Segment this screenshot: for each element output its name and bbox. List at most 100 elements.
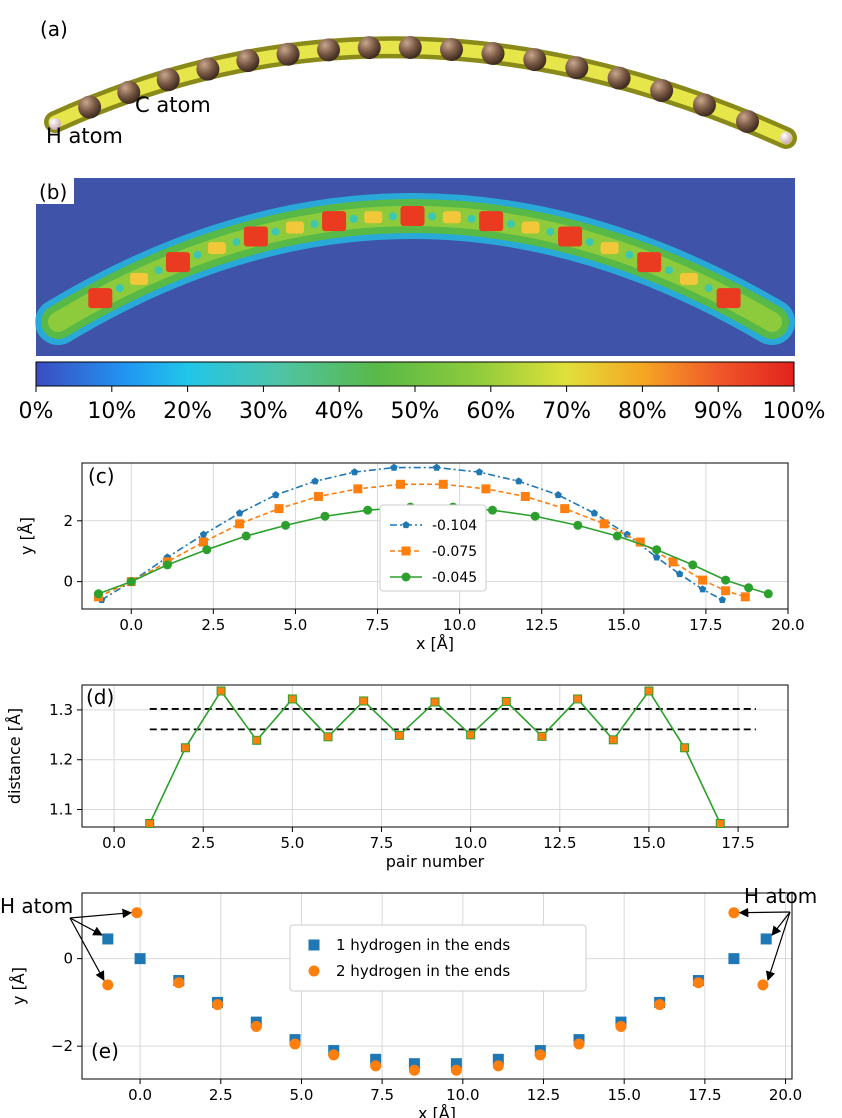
data-point — [320, 511, 330, 521]
x-tick-label: 0.0 — [128, 1086, 152, 1104]
data-point — [353, 484, 363, 494]
data-point — [408, 1058, 420, 1070]
data-point — [688, 560, 698, 570]
density-spot — [521, 221, 540, 234]
data-point — [492, 1060, 504, 1072]
x-tick-label: 10.0 — [454, 834, 487, 852]
data-point — [692, 977, 704, 989]
data-point — [475, 468, 484, 476]
atom-site-dot — [585, 237, 594, 246]
data-point — [359, 696, 369, 706]
x-tick-label: 15.0 — [632, 834, 665, 852]
data-point — [652, 553, 661, 561]
data-point — [394, 730, 404, 740]
data-point — [102, 979, 114, 991]
data-point — [763, 589, 773, 599]
data-point — [757, 979, 769, 991]
data-point — [173, 977, 185, 989]
data-point — [644, 686, 654, 696]
data-point — [93, 589, 103, 599]
data-point — [615, 1020, 627, 1032]
density-spot — [207, 242, 226, 255]
atom-site-dot — [193, 250, 202, 259]
h-atom-label: H atom — [46, 124, 123, 148]
data-point — [573, 694, 583, 704]
data-point — [250, 1020, 262, 1032]
carbon-atom — [439, 37, 463, 61]
data-point — [241, 531, 251, 541]
plot-frame — [81, 892, 793, 1080]
hydrogen-atom — [49, 118, 61, 130]
data-point — [590, 509, 598, 517]
data-point — [212, 999, 224, 1011]
colorbar-tick-label: 50% — [391, 399, 440, 424]
colorbar-tick-label: 80% — [618, 399, 667, 424]
density-spot — [243, 226, 268, 247]
atom-site-dot — [428, 212, 437, 221]
atom-site-dot — [154, 266, 163, 275]
annotation-arrow — [69, 917, 105, 981]
data-point — [635, 537, 645, 547]
data-point — [131, 907, 143, 919]
x-tick-label: 2.5 — [191, 834, 215, 852]
data-point — [308, 965, 320, 977]
data-point — [573, 1038, 585, 1050]
x-tick-label: 5.0 — [290, 1086, 314, 1104]
data-point — [492, 1053, 504, 1065]
data-point — [530, 511, 540, 521]
hydrogen-atom — [780, 132, 792, 144]
data-point — [272, 491, 280, 499]
data-point — [668, 557, 678, 567]
density-spot — [322, 211, 347, 232]
x-tick-label: 2.5 — [209, 1086, 233, 1104]
x-tick-label: 5.0 — [284, 616, 308, 634]
x-tick-label: 17.5 — [721, 834, 754, 852]
data-point — [311, 477, 319, 485]
data-point — [281, 520, 291, 530]
y-axis-label: y [Å] — [9, 967, 28, 1005]
colorbar-tick-label: 70% — [542, 399, 591, 424]
x-tick-label: 17.5 — [688, 1086, 721, 1104]
data-point — [216, 686, 226, 696]
data-point — [323, 732, 333, 742]
data-point — [350, 468, 359, 476]
data-point — [274, 504, 284, 514]
x-tick-label: 12.5 — [543, 834, 576, 852]
data-point — [715, 819, 725, 829]
data-point — [198, 537, 208, 547]
data-point — [401, 546, 411, 556]
panel-c-tag: (c) — [88, 464, 115, 488]
carbon-atom — [236, 49, 260, 73]
density-spot — [679, 272, 698, 285]
atom-site-dot — [467, 214, 476, 223]
carbon-atom — [78, 95, 102, 119]
data-point — [466, 730, 476, 740]
plot-frame — [81, 462, 789, 610]
density-spot — [442, 211, 461, 224]
data-point — [328, 1049, 340, 1061]
data-point — [740, 592, 750, 602]
carbon-atom — [276, 42, 300, 66]
annotation-arrow — [765, 911, 791, 982]
data-point — [450, 1058, 462, 1070]
carbon-atom — [117, 80, 141, 104]
x-tick-label: 20.0 — [769, 1086, 802, 1104]
c-atom-label: C atom — [135, 93, 211, 117]
data-point — [235, 509, 244, 517]
data-point — [180, 743, 190, 753]
data-point — [287, 694, 297, 704]
data-point — [612, 531, 622, 541]
carbon-atom — [650, 78, 674, 102]
atom-site-dot — [546, 227, 555, 236]
panel-b-tag: (b) — [39, 180, 67, 204]
x-tick-label: 15.0 — [607, 616, 640, 634]
annotation-arrow — [738, 907, 791, 918]
annotation-h-atom-right: H atom — [744, 884, 817, 908]
data-point — [728, 907, 740, 919]
data-point — [698, 575, 708, 585]
data-point — [608, 735, 618, 745]
data-point — [102, 933, 114, 945]
carbon-atom — [565, 56, 589, 80]
carbon-atom — [156, 68, 180, 92]
y-tick-label: 1.1 — [49, 801, 73, 819]
